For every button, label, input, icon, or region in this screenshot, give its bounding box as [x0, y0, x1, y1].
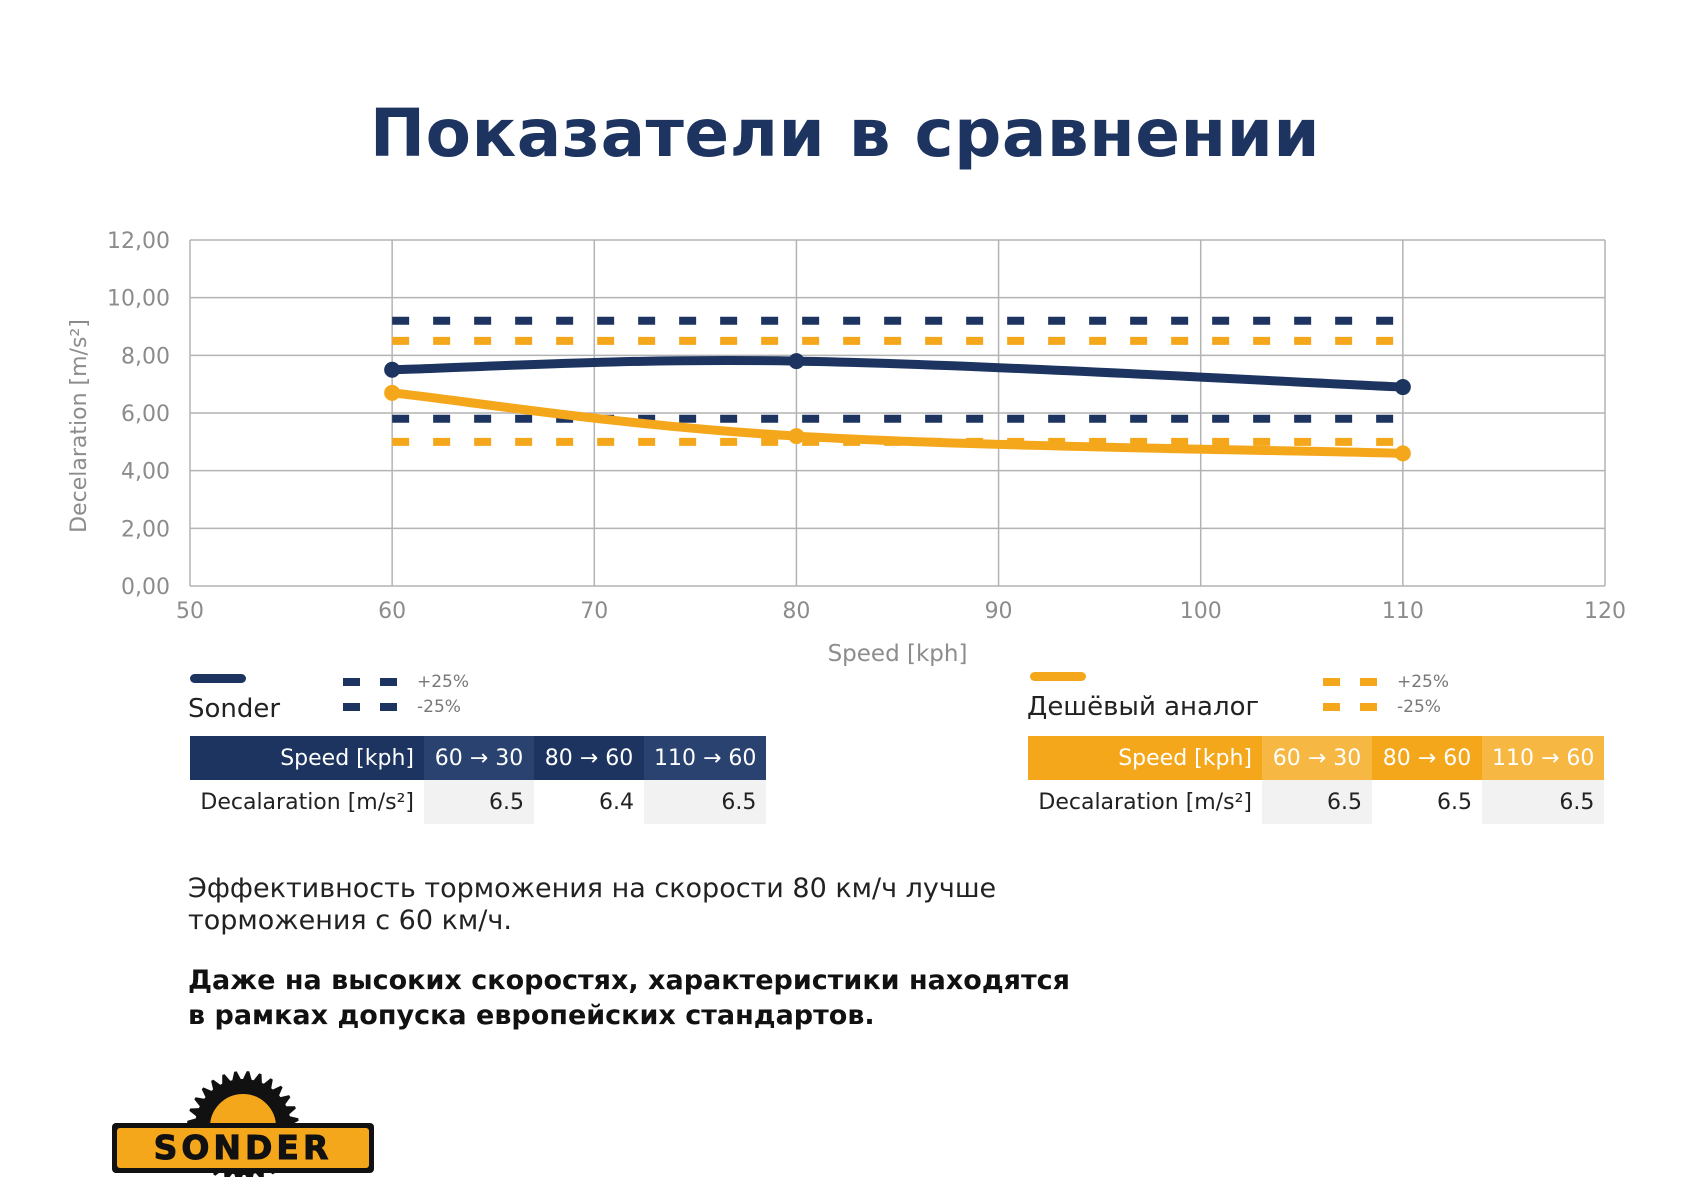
sonder-dash-icon [343, 703, 360, 711]
analog-dash-icon [1360, 703, 1377, 711]
x-tick-label: 50 [176, 599, 204, 624]
data-point [1394, 445, 1411, 462]
value-cell: 6.4 [534, 780, 644, 824]
x-tick-label: 100 [1180, 599, 1222, 624]
table-value-row: Decalaration [m/s²] 6.5 6.5 6.5 [1028, 780, 1605, 824]
table-value-row: Decalaration [m/s²] 6.5 6.4 6.5 [190, 780, 767, 824]
plus-label: +25% [417, 672, 470, 692]
y-tick-label: 12,00 [107, 229, 170, 254]
sonder-legend-minus: -25% [343, 697, 461, 717]
value-cell: 6.5 [1482, 780, 1605, 824]
x-tick-label: 90 [985, 599, 1013, 624]
header-cell: 80 → 60 [1372, 736, 1482, 780]
y-tick-label: 6,00 [121, 402, 170, 427]
header-cell: 60 → 30 [424, 736, 534, 780]
logo-text: SONDER [154, 1128, 333, 1167]
header-label: Speed [kph] [1028, 736, 1262, 780]
y-tick-label: 0,00 [121, 575, 170, 600]
sonder-dash-icon [380, 678, 397, 686]
y-tick-label: 8,00 [121, 344, 170, 369]
y-axis-label: Decelaration [m/s²] [67, 319, 92, 533]
header-cell: 110 → 60 [1482, 736, 1605, 780]
x-tick-label: 110 [1382, 599, 1424, 624]
y-tick-label: 2,00 [121, 517, 170, 542]
data-point [384, 384, 401, 401]
header-cell: 80 → 60 [534, 736, 644, 780]
analog-dash-icon [1360, 678, 1377, 686]
value-cell: 6.5 [644, 780, 767, 824]
header-cell: 110 → 60 [644, 736, 767, 780]
note-braking: Эффективность торможения на скорости 80 … [188, 873, 997, 936]
x-tick-label: 120 [1584, 599, 1626, 624]
y-tick-label: 10,00 [107, 287, 170, 312]
row-label: Decalaration [m/s²] [1028, 780, 1262, 824]
value-cell: 6.5 [1262, 780, 1372, 824]
page-title: Показатели в сравнении [369, 95, 1321, 172]
data-point [1394, 379, 1411, 396]
sonder-legend-line [190, 674, 246, 683]
data-point [384, 361, 401, 378]
x-axis-label: Speed [kph] [828, 641, 968, 667]
value-cell: 6.5 [424, 780, 534, 824]
analog-legend-plus: +25% [1323, 672, 1449, 692]
deceleration-chart: 0,00 2,00 4,00 6,00 8,00 10,00 12,00 50 60 70 80 90… [67, 229, 1626, 667]
value-cell: 6.5 [1372, 780, 1482, 824]
note-standards: Даже на высоких скоростях, характеристик… [188, 965, 1070, 1031]
sonder-legend-plus: +25% [343, 672, 469, 692]
analog-dash-icon [1323, 678, 1340, 686]
series-line [387, 388, 1408, 458]
x-tick-label: 60 [378, 599, 406, 624]
analog-dash-icon [1323, 703, 1340, 711]
data-point [788, 353, 805, 370]
analog-legend-line [1030, 672, 1086, 681]
plus-label: +25% [1397, 672, 1450, 692]
x-tick-label: 80 [782, 599, 810, 624]
row-label: Decalaration [m/s²] [190, 780, 424, 824]
header-cell: 60 → 30 [1262, 736, 1372, 780]
sonder-logo: SONDER [112, 1071, 374, 1177]
x-tick-label: 70 [580, 599, 608, 624]
table-header-row: Speed [kph] 60 → 30 80 → 60 110 → 60 [1028, 736, 1605, 780]
header-label: Speed [kph] [190, 736, 424, 780]
sonder-spec-table: Speed [kph] 60 → 30 80 → 60 110 → 60 Dec… [190, 736, 767, 824]
analog-spec-table: Speed [kph] 60 → 30 80 → 60 110 → 60 Dec… [1028, 736, 1605, 824]
data-point [788, 428, 805, 445]
series-line [387, 356, 1408, 392]
y-tick-label: 4,00 [121, 460, 170, 485]
analog-legend-minus: -25% [1323, 697, 1441, 717]
sonder-legend-name: Sonder [188, 694, 281, 724]
sonder-dash-icon [343, 678, 360, 686]
sonder-dash-icon [380, 703, 397, 711]
minus-label: -25% [417, 697, 461, 717]
table-header-row: Speed [kph] 60 → 30 80 → 60 110 → 60 [190, 736, 767, 780]
analog-legend-name: Дешёвый аналог [1027, 692, 1260, 722]
minus-label: -25% [1397, 697, 1441, 717]
